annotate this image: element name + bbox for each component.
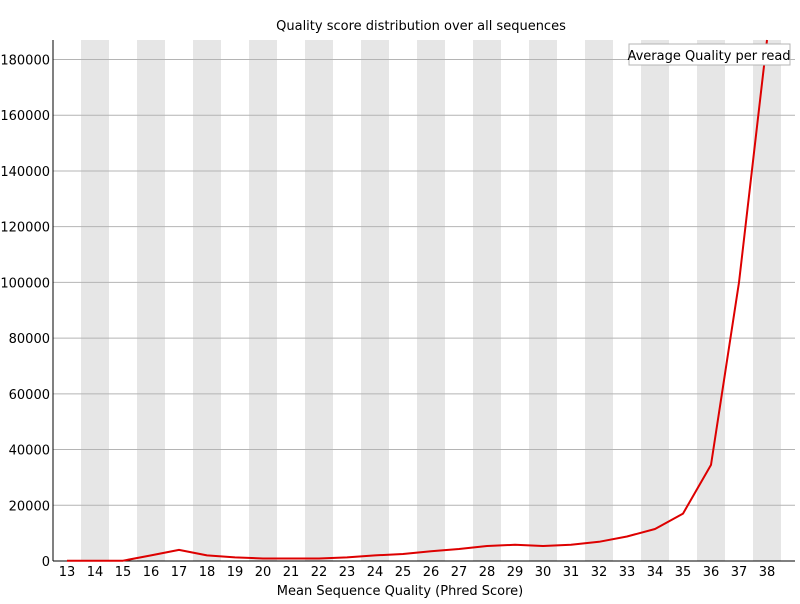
legend-box bbox=[628, 43, 791, 66]
x-tick-label: 24 bbox=[367, 565, 384, 580]
y-tick-label: 60000 bbox=[9, 388, 50, 403]
x-tick-label: 36 bbox=[703, 565, 720, 580]
y-tick-label: 180000 bbox=[0, 54, 50, 69]
column-band bbox=[473, 40, 501, 561]
x-tick-label: 17 bbox=[171, 565, 188, 580]
column-band bbox=[417, 40, 445, 561]
x-tick-label: 21 bbox=[283, 565, 300, 580]
x-tick-label: 20 bbox=[255, 565, 272, 580]
x-tick-label: 18 bbox=[199, 565, 216, 580]
grid-lines bbox=[53, 59, 795, 506]
x-tick-label: 38 bbox=[759, 565, 776, 580]
x-tick-label: 33 bbox=[619, 565, 636, 580]
x-tick-label: 26 bbox=[423, 565, 440, 580]
column-band bbox=[641, 40, 669, 561]
x-tick-label: 16 bbox=[143, 565, 160, 580]
column-band bbox=[305, 40, 333, 561]
series-line bbox=[67, 39, 768, 562]
column-band bbox=[529, 40, 557, 561]
x-tick-label: 22 bbox=[311, 565, 328, 580]
x-tick-label: 14 bbox=[87, 565, 104, 580]
x-tick-label: 23 bbox=[339, 565, 356, 580]
y-tick-label: 120000 bbox=[0, 221, 50, 236]
x-tick-label: 37 bbox=[731, 565, 748, 580]
x-tick-label: 13 bbox=[59, 565, 76, 580]
y-tick-label: 0 bbox=[42, 555, 50, 570]
x-tick-label: 31 bbox=[563, 565, 580, 580]
y-tick-label: 100000 bbox=[0, 276, 50, 291]
axes bbox=[52, 40, 795, 562]
y-tick-label: 40000 bbox=[9, 444, 50, 459]
column-band bbox=[249, 40, 277, 561]
column-band bbox=[81, 40, 109, 561]
x-tick-labels: 13 14 15 16 17 18 19 20 21 22 23 24 25 26 27 28 29 30 31 32… bbox=[59, 565, 776, 580]
y-tick-label: 80000 bbox=[9, 332, 50, 347]
x-tick-label: 34 bbox=[647, 565, 664, 580]
column-band bbox=[585, 40, 613, 561]
x-axis-label: Mean Sequence Quality (Phred Score) bbox=[277, 584, 523, 599]
series-lines bbox=[67, 39, 768, 562]
x-tick-label: 25 bbox=[395, 565, 412, 580]
column-band bbox=[137, 40, 165, 561]
y-tick-label: 20000 bbox=[9, 499, 50, 514]
y-tick-label: 160000 bbox=[0, 109, 50, 124]
y-tick-label: 140000 bbox=[0, 165, 50, 180]
y-tick-labels: 0 20000 40000 60000 80000 100000 120000 140000 1… bbox=[0, 54, 50, 570]
legend: Average Quality per read bbox=[627, 43, 791, 66]
column-band bbox=[697, 40, 725, 561]
x-tick-label: 32 bbox=[591, 565, 608, 580]
column-band bbox=[193, 40, 221, 561]
x-tick-label: 35 bbox=[675, 565, 692, 580]
x-tick-label: 29 bbox=[507, 565, 524, 580]
column-bands bbox=[81, 40, 781, 561]
chart-title: Quality score distribution over all sequ… bbox=[276, 19, 566, 34]
x-tick-label: 30 bbox=[535, 565, 552, 580]
x-tick-label: 28 bbox=[479, 565, 496, 580]
x-tick-label: 19 bbox=[227, 565, 244, 580]
column-band bbox=[361, 40, 389, 561]
x-tick-label: 27 bbox=[451, 565, 468, 580]
legend-series-label: Average Quality per read bbox=[627, 49, 790, 64]
x-tick-label: 15 bbox=[115, 565, 132, 580]
